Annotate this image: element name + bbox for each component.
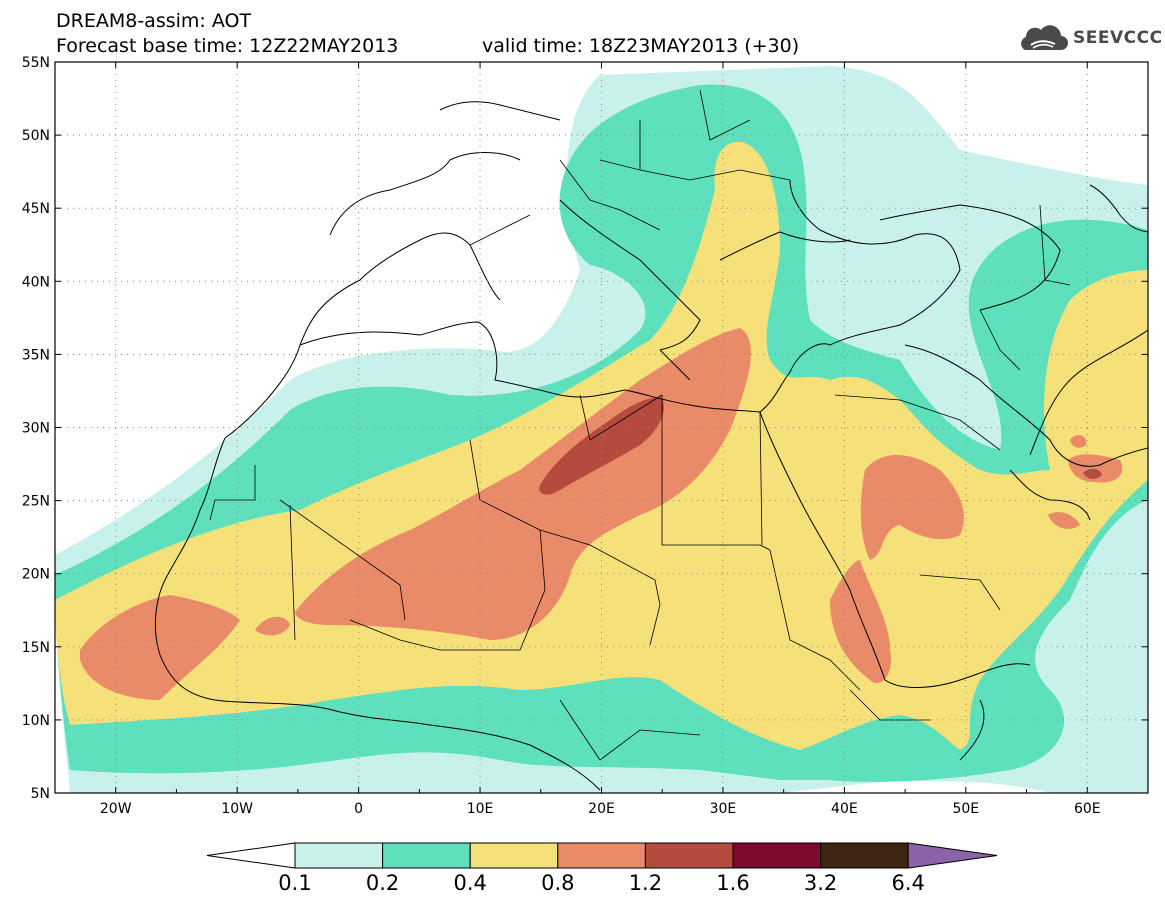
lon-tick-label: 30E — [710, 801, 737, 817]
lat-tick-label: 15N — [22, 640, 50, 656]
lon-tick-label: 50E — [952, 801, 979, 817]
lon-tick-label: 0 — [354, 801, 363, 817]
lon-tick-label: 40E — [831, 801, 858, 817]
colorbar-level-label: 1.2 — [629, 871, 662, 895]
colorbar-segment — [382, 842, 471, 869]
colorbar-level-label: 0.4 — [453, 871, 486, 895]
axes: 20W 10W 0 10E 20E 30E 40E 50E 60E 55N 50N 45N 40N 35N… — [22, 55, 1149, 817]
borders — [209, 89, 1071, 761]
lat-tick-label: 40N — [22, 274, 50, 290]
aot-band-0.8 — [80, 595, 240, 700]
colorbar-level-label: 0.8 — [541, 871, 574, 895]
colorbar-level-label: 0.1 — [278, 871, 311, 895]
forecast-base-time: Forecast base time: 12Z22MAY2013 — [56, 35, 399, 57]
colorbar-segment — [557, 842, 646, 869]
valid-time: valid time: 18Z23MAY2013 (+30) — [482, 35, 800, 57]
lat-tick-label: 55N — [22, 55, 50, 71]
colorbar-level-label: 0.2 — [366, 871, 399, 895]
lon-tick-label: 60E — [1074, 801, 1101, 817]
map-frame — [54, 61, 1149, 794]
coastlines — [155, 101, 1148, 791]
colorbar-level-label: 1.6 — [716, 871, 749, 895]
lat-tick-label: 20N — [22, 567, 50, 583]
lat-tick-label: 10N — [22, 713, 50, 729]
aot-band-0.8 — [1048, 512, 1080, 529]
cloud-icon — [1021, 25, 1068, 50]
lon-tick-label: 10E — [467, 801, 494, 817]
colorbar-level-label: 6.4 — [891, 871, 924, 895]
colorbar-segment — [294, 842, 384, 869]
colorbar-under-arrow — [206, 842, 296, 869]
lat-tick-label: 25N — [22, 494, 50, 510]
lon-tick-label: 20W — [100, 801, 132, 817]
aot-band-0.8 — [255, 616, 290, 636]
lat-tick-label: 35N — [22, 347, 50, 363]
aot-band-0.8 — [860, 455, 964, 560]
graticule — [55, 62, 1148, 793]
colorbar-segment — [644, 842, 734, 869]
aot-band-0.8 — [1070, 435, 1087, 448]
lat-tick-label: 5N — [31, 786, 50, 802]
lat-tick-label: 30N — [22, 421, 50, 437]
lon-tick-label: 10W — [221, 801, 253, 817]
colorbar-segment — [469, 842, 559, 869]
colorbar: 0.1 0.2 0.4 0.8 1.2 1.6 3.2 6.4 — [206, 842, 998, 895]
seevccc-logo: SEEVCCC — [1017, 22, 1163, 54]
colorbar-level-label: 3.2 — [804, 871, 837, 895]
map-title: DREAM8-assim: AOT — [56, 10, 252, 32]
lat-tick-label: 45N — [22, 201, 50, 217]
aot-band-0.8 — [830, 560, 891, 684]
colorbar-segment — [820, 842, 909, 869]
lat-tick-label: 50N — [22, 128, 50, 144]
logo-text: SEEVCCC — [1073, 28, 1163, 48]
colorbar-over-arrow — [907, 842, 998, 869]
lon-tick-label: 20E — [588, 801, 615, 817]
colorbar-segment — [732, 842, 822, 869]
